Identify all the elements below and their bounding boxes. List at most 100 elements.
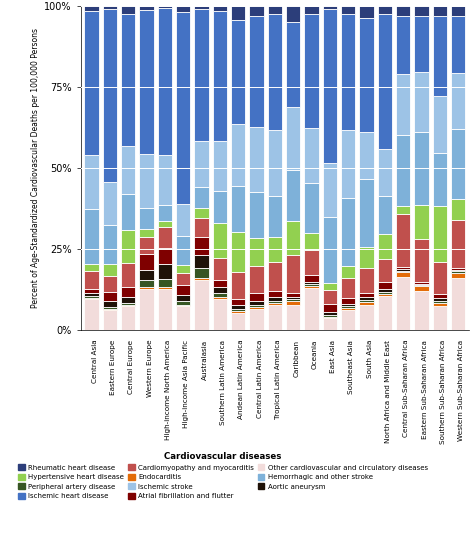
Bar	[304, 250, 319, 275]
Bar	[194, 236, 209, 255]
Bar	[286, 23, 301, 107]
Bar	[286, 107, 301, 170]
Bar	[121, 6, 136, 14]
Bar	[396, 6, 410, 16]
Bar	[121, 305, 136, 306]
Bar	[176, 284, 191, 295]
Bar	[286, 255, 301, 293]
Bar	[451, 73, 465, 129]
Bar	[176, 236, 191, 265]
Bar	[286, 297, 301, 299]
Bar	[194, 255, 209, 268]
Bar	[323, 163, 337, 217]
Bar	[213, 279, 227, 287]
Bar	[304, 128, 319, 183]
Bar	[414, 205, 429, 239]
Bar	[139, 6, 154, 10]
Bar	[213, 293, 227, 297]
Bar	[213, 12, 227, 141]
Bar	[414, 239, 429, 282]
Bar	[194, 208, 209, 218]
Bar	[268, 237, 282, 262]
Bar	[158, 6, 172, 8]
Bar	[396, 271, 410, 272]
Bar	[286, 170, 301, 221]
Bar	[378, 289, 392, 292]
Bar	[176, 12, 191, 204]
Bar	[84, 6, 99, 12]
Bar	[323, 217, 337, 283]
Bar	[139, 229, 154, 237]
Bar	[176, 305, 191, 306]
Bar	[121, 287, 136, 296]
Bar	[268, 196, 282, 237]
Bar	[139, 289, 154, 330]
Bar	[103, 225, 117, 264]
Bar	[433, 6, 447, 15]
Bar	[323, 315, 337, 317]
Bar	[231, 305, 246, 309]
Bar	[213, 6, 227, 12]
Bar	[158, 205, 172, 221]
Bar	[396, 74, 410, 135]
Bar	[378, 149, 392, 196]
Bar	[304, 284, 319, 286]
Bar	[121, 262, 136, 287]
Bar	[304, 183, 319, 233]
Bar	[414, 292, 429, 330]
Bar	[433, 302, 447, 306]
Bar	[84, 155, 99, 210]
Bar	[451, 6, 465, 16]
Bar	[103, 264, 117, 276]
Bar	[176, 204, 191, 236]
Bar	[103, 6, 117, 9]
Bar	[139, 237, 154, 254]
Bar	[84, 12, 99, 155]
Bar	[84, 299, 99, 330]
Bar	[249, 310, 264, 330]
Bar	[378, 234, 392, 259]
Bar	[414, 285, 429, 287]
Bar	[231, 272, 246, 299]
Bar	[121, 306, 136, 330]
Bar	[194, 218, 209, 236]
Bar	[414, 16, 429, 72]
Bar	[286, 221, 301, 255]
Bar	[268, 301, 282, 303]
Bar	[396, 206, 410, 214]
Bar	[121, 230, 136, 262]
Bar	[451, 278, 465, 330]
Bar	[451, 220, 465, 268]
Bar	[84, 298, 99, 299]
Bar	[158, 289, 172, 330]
Bar	[378, 296, 392, 330]
Bar	[103, 9, 117, 182]
Bar	[194, 268, 209, 278]
Bar	[396, 135, 410, 206]
Bar	[359, 268, 374, 293]
Bar	[268, 297, 282, 301]
Bar	[249, 305, 264, 307]
Bar	[139, 208, 154, 229]
Bar	[323, 290, 337, 304]
Bar	[139, 10, 154, 155]
Bar	[103, 309, 117, 310]
Bar	[341, 6, 356, 14]
Bar	[121, 296, 136, 303]
Bar	[378, 6, 392, 14]
Bar	[451, 199, 465, 220]
Bar	[268, 305, 282, 330]
Bar	[231, 314, 246, 330]
Bar	[231, 311, 246, 313]
Bar	[323, 6, 337, 9]
Bar	[414, 72, 429, 132]
Bar	[249, 192, 264, 238]
Bar	[84, 271, 99, 289]
Bar	[249, 6, 264, 16]
Bar	[139, 254, 154, 270]
Bar	[414, 132, 429, 205]
Bar	[286, 305, 301, 330]
Bar	[194, 9, 209, 141]
Bar	[341, 278, 356, 298]
Bar	[341, 14, 356, 130]
